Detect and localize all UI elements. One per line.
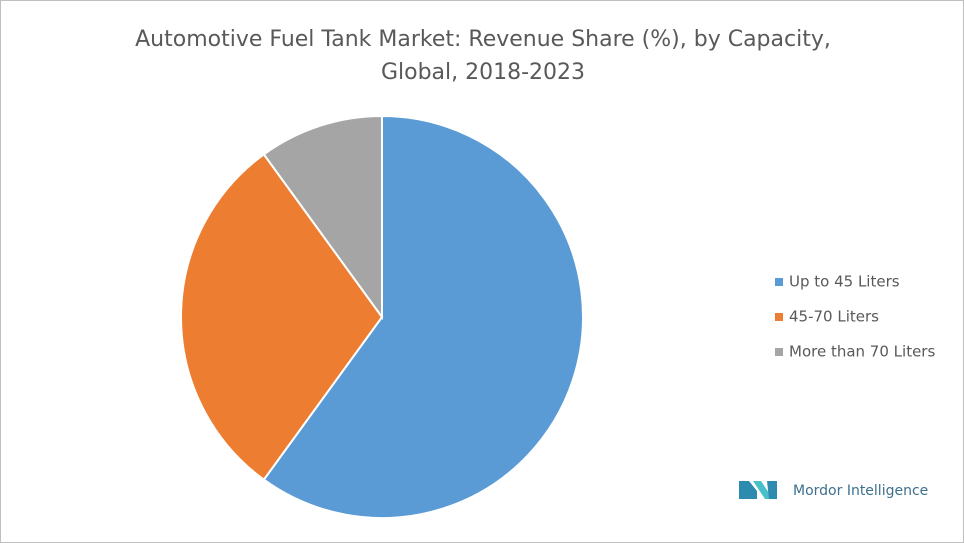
chart-title: Automotive Fuel Tank Market: Revenue Sha… (135, 27, 831, 85)
brand-name: Mordor Intelligence (793, 483, 928, 499)
legend-swatch (775, 313, 783, 321)
legend-label: More than 70 Liters (789, 343, 935, 361)
pie-slice (262, 114, 383, 321)
legend-swatch (775, 278, 783, 286)
legend-swatch (775, 348, 783, 356)
legend-label: Up to 45 Liters (789, 273, 900, 291)
pie-slice (180, 152, 384, 482)
logo-icon (739, 481, 777, 499)
pie-slice (262, 114, 584, 519)
legend-label: 45-70 Liters (789, 308, 879, 326)
